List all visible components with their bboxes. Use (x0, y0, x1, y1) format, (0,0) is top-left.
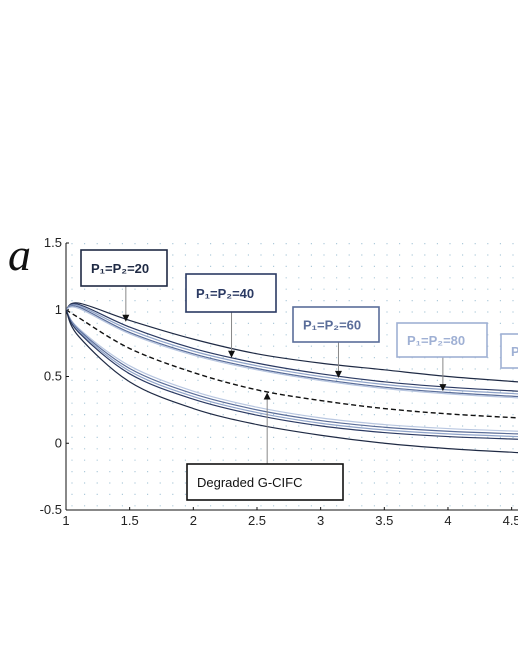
series-line-lower (66, 309, 518, 438)
series-line-upper (66, 304, 518, 395)
series (66, 302, 518, 454)
annotation-box (292, 306, 380, 343)
annotation-2: P₁=P₂=60 (292, 306, 380, 378)
annotation-label: P₁=P₂=20 (91, 261, 149, 276)
series-line-lower (66, 309, 518, 440)
y-tick-label: -0.5 (40, 502, 62, 517)
x-tick-label: 1 (62, 513, 69, 528)
annotation-label: P₁=P₂=80 (407, 333, 465, 348)
x-tick-label: 1.5 (121, 513, 139, 528)
series-line-upper (66, 305, 518, 398)
y-axis-label: a (8, 229, 31, 280)
x-tick-label: 3 (317, 513, 324, 528)
annotation-1: P₁=P₂=40 (185, 273, 277, 358)
series-line-lower (66, 309, 518, 432)
annotations: P₁=P₂=20 P₁=P₂=40 P₁=P₂=60 P₁=P₂=80 P Degrade… (80, 249, 518, 501)
y-tick-label: 1 (55, 302, 62, 317)
annotation-label: P₁=P₂=40 (196, 286, 254, 301)
annotation-box (396, 322, 488, 358)
series-line-lower (66, 309, 518, 454)
annotation-arrowhead (334, 370, 342, 378)
annotation-box (185, 273, 277, 313)
annotation-5: Degraded G-CIFC (186, 392, 344, 501)
annotation-label: Degraded G-CIFC (197, 475, 302, 490)
series-line-degraded (66, 309, 518, 419)
annotation-box (500, 333, 518, 369)
annotation-box (186, 463, 344, 501)
series-line-lower (66, 309, 518, 435)
x-tick-label: 4 (444, 513, 451, 528)
x-tick-label: 3.5 (375, 513, 393, 528)
y-tick-label: 0.5 (44, 369, 62, 384)
annotation-box (80, 249, 168, 287)
series-line-upper (66, 306, 518, 399)
x-tick-label: 2.5 (248, 513, 266, 528)
annotation-label: P₁=P₂=60 (303, 318, 361, 333)
annotation-4: P (500, 333, 518, 369)
x-tick-label: 4.5 (503, 513, 518, 528)
annotation-arrowhead (122, 314, 130, 322)
tick-labels: 1 1.5 2 2.5 3 3.5 4 4.5 -0.5 0 0.5 1 1.5 (40, 235, 518, 528)
series-line-upper (66, 303, 518, 392)
series-line-upper (66, 302, 518, 383)
annotation-3: P₁=P₂=80 (396, 322, 488, 392)
x-tick-label: 2 (190, 513, 197, 528)
y-tick-label: 1.5 (44, 235, 62, 250)
annotation-label: P (511, 344, 518, 359)
annotation-arrowhead (439, 384, 447, 392)
annotation-0: P₁=P₂=20 (80, 249, 168, 322)
y-tick-label: 0 (55, 435, 62, 450)
annotation-arrowhead (228, 350, 236, 358)
annotation-arrowhead (263, 392, 271, 400)
